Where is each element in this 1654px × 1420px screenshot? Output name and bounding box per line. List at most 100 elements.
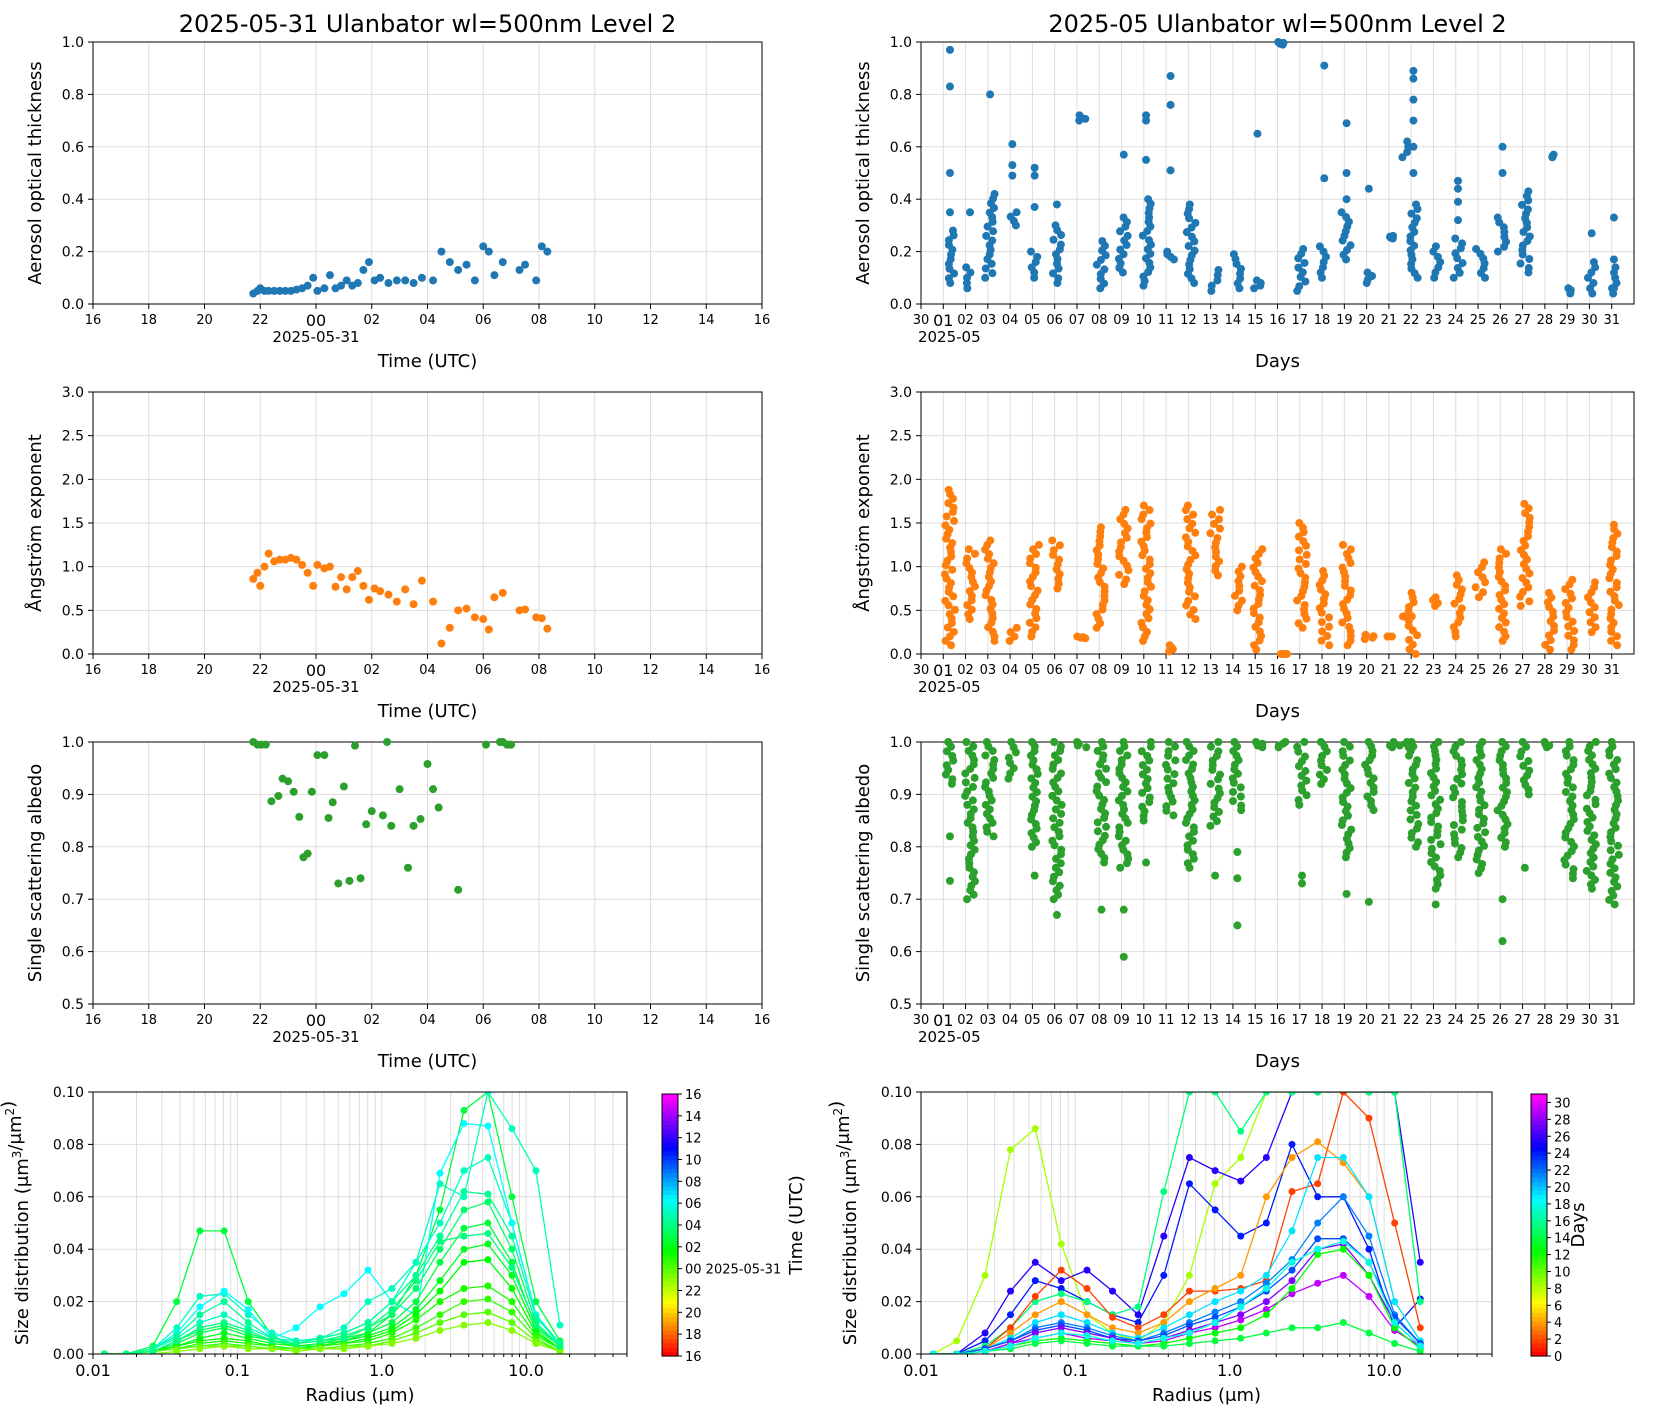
data-point (1609, 213, 1618, 222)
series-point (340, 1324, 348, 1332)
data-point (1211, 871, 1220, 880)
colorbar-tick-label: 16 (685, 1350, 702, 1365)
series-point (1262, 1154, 1270, 1161)
data-point (281, 286, 290, 295)
data-point (1568, 575, 1577, 584)
data-point (1317, 636, 1326, 645)
series-point (508, 1326, 516, 1334)
series-point (460, 1245, 468, 1253)
data-point (1612, 778, 1621, 787)
series-point (100, 1350, 108, 1354)
data-point (1206, 821, 1215, 830)
series-point (1057, 1240, 1065, 1248)
series-point (1262, 1092, 1270, 1096)
colorbar-tick-label: 10 (1554, 1265, 1571, 1280)
data-point (416, 815, 425, 824)
data-point (256, 581, 265, 590)
data-point (1097, 738, 1106, 746)
series-point (1314, 1180, 1322, 1188)
series-point (532, 1321, 540, 1329)
series-point (1288, 1258, 1296, 1266)
y-axis-label: Ångström exponent (24, 434, 46, 612)
data-point (949, 627, 958, 636)
data-point (307, 787, 316, 796)
data-point (1525, 766, 1534, 775)
data-point (303, 281, 312, 290)
series-point (1288, 1227, 1296, 1235)
data-point (1187, 232, 1196, 241)
data-point (429, 785, 438, 794)
x-tick-label: 14 (698, 313, 715, 328)
data-point (1004, 753, 1013, 762)
data-point (1608, 855, 1617, 864)
data-point (1057, 809, 1066, 818)
series-point (196, 1329, 204, 1337)
series-point (1185, 1092, 1193, 1096)
series-point (484, 1282, 492, 1290)
data-point (1406, 815, 1415, 824)
data-point (1050, 823, 1059, 832)
colorbar-segment (1531, 1351, 1547, 1357)
x-tick-label: 28 (1537, 1013, 1554, 1028)
colorbar-segment (662, 1220, 678, 1226)
series-point (532, 1298, 540, 1306)
series-line (933, 1142, 1421, 1354)
colorbar-frame (1530, 1093, 1548, 1357)
x-tick-label: 24 (1447, 313, 1464, 328)
data-point (1281, 738, 1290, 746)
data-point (948, 226, 957, 235)
colorbar-tick-label: 28 (1554, 1113, 1571, 1128)
series-point (508, 1245, 516, 1253)
data-point (1253, 129, 1262, 138)
data-point (1055, 881, 1064, 890)
data-point (1301, 752, 1310, 761)
x-tick-label: 01 (933, 1011, 953, 1030)
data-point (950, 605, 959, 614)
x-tick-label: 06 (475, 1013, 492, 1028)
series-point (1185, 1154, 1193, 1161)
series-point (1031, 1125, 1039, 1133)
data-point (1163, 774, 1172, 783)
series-point (1262, 1279, 1270, 1287)
data-point (1164, 738, 1173, 746)
data-point (941, 521, 950, 530)
data-point (1403, 137, 1412, 146)
x-tick-label: 27 (1514, 663, 1531, 678)
data-point (1516, 601, 1525, 610)
series-point (1031, 1292, 1039, 1300)
series-point (1211, 1092, 1219, 1096)
series-point (316, 1337, 324, 1345)
colorbar-segment (662, 1203, 678, 1209)
data-point (364, 258, 373, 267)
data-point (1345, 623, 1354, 632)
data-point (965, 587, 974, 596)
data-point (981, 778, 990, 787)
data-point (1055, 541, 1064, 550)
data-point (1607, 556, 1616, 565)
colorbar-segment (1531, 1299, 1547, 1305)
data-point (971, 549, 980, 558)
series-point (1211, 1329, 1219, 1337)
data-point (1609, 520, 1618, 529)
x-tick-label: 31 (1603, 663, 1620, 678)
x-tick-label: 22 (1403, 1013, 1420, 1028)
series-point (1416, 1342, 1424, 1350)
data-point (942, 761, 951, 770)
data-point (1409, 95, 1418, 104)
colorbar-segment (1531, 1150, 1547, 1156)
data-point (982, 738, 991, 746)
series-point (1083, 1266, 1091, 1274)
data-point (1206, 779, 1215, 788)
y-tick-label: 0.6 (62, 140, 84, 156)
data-point (1183, 515, 1192, 524)
series-point (508, 1193, 516, 1201)
series-point (1083, 1340, 1091, 1348)
colorbar-segment (662, 1225, 678, 1230)
x-tick-label: 19 (1336, 313, 1353, 328)
colorbar-segment (662, 1190, 678, 1196)
data-point (1166, 100, 1175, 109)
data-point (1434, 822, 1443, 831)
data-point (1294, 546, 1303, 555)
data-point (1123, 751, 1132, 760)
x-tick-label: 12 (1180, 663, 1197, 678)
